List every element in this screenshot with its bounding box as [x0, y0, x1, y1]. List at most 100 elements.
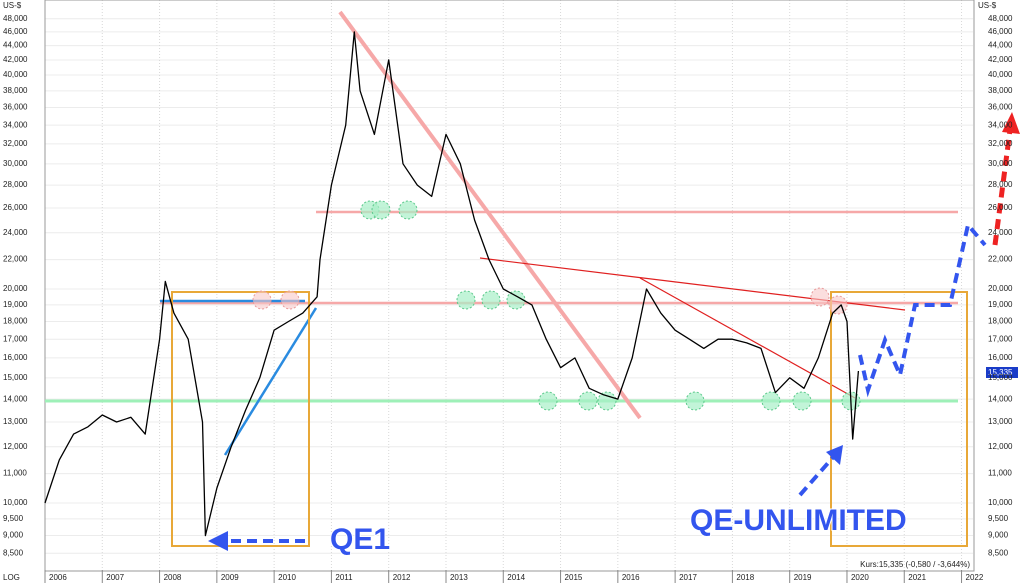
y-tick-label: 16,000	[3, 353, 28, 362]
y-tick-label: 24,000	[3, 228, 28, 237]
y-tick-label: 34,000	[3, 120, 28, 129]
y-tick-label: 38,000	[988, 86, 1013, 95]
y-tick-label: 9,000	[988, 531, 1009, 540]
x-tick-label: 2018	[736, 573, 754, 582]
x-tick-label: 2017	[679, 573, 697, 582]
y-tick-label: 8,500	[988, 548, 1009, 557]
price-tag-label: 15,335	[988, 368, 1013, 377]
marker	[761, 391, 781, 411]
annotation-label: QE-UNLIMITED	[690, 504, 907, 537]
marker	[792, 391, 812, 411]
marker	[810, 287, 830, 307]
y-tick-label: 14,000	[3, 394, 28, 403]
marker	[398, 200, 418, 220]
marker	[597, 391, 617, 411]
y-tick-label: 32,000	[3, 139, 28, 148]
y-tick-label: 19,000	[988, 300, 1013, 309]
x-tick-label: 2016	[622, 573, 640, 582]
highlight-box	[171, 291, 310, 547]
y-tick-label: 17,000	[988, 334, 1013, 343]
plot-frame	[44, 0, 975, 572]
y-tick-label: 44,000	[988, 41, 1013, 50]
y-tick-label: 46,000	[3, 27, 28, 36]
marker	[685, 391, 705, 411]
x-tick-label: 2009	[221, 573, 239, 582]
x-tick-label: 2010	[278, 573, 296, 582]
y-tick-label: 22,000	[3, 255, 28, 264]
y-tick-label: 44,000	[3, 41, 28, 50]
unit-label: US-$	[3, 1, 22, 10]
x-tick-label: 2013	[450, 573, 468, 582]
highlight-box	[830, 291, 968, 547]
y-tick-label: 9,500	[988, 514, 1009, 523]
y-tick-label: 40,000	[3, 70, 28, 79]
y-tick-label: 42,000	[3, 55, 28, 64]
y-tick-label: 20,000	[3, 284, 28, 293]
y-tick-label: 11,000	[3, 469, 27, 478]
y-tick-label: 8,500	[3, 548, 24, 557]
y-tick-label: 40,000	[988, 70, 1013, 79]
y-tick-label: 11,000	[988, 469, 1012, 478]
arrow	[858, 220, 987, 398]
y-tick-label: 34,000	[988, 120, 1013, 129]
blue-line	[223, 307, 318, 456]
marker	[371, 200, 391, 220]
y-tick-label: 28,000	[3, 180, 28, 189]
y-tick-label: 13,000	[3, 417, 28, 426]
y-tick-label: 24,000	[988, 228, 1013, 237]
x-tick-label: 2022	[966, 573, 984, 582]
y-tick-label: 14,000	[988, 394, 1013, 403]
arrow	[992, 129, 1013, 246]
y-tick-label: 16,000	[988, 353, 1013, 362]
y-tick-label: 36,000	[3, 103, 28, 112]
arrowhead	[826, 445, 843, 465]
info-label: Kurs:15,335 (-0,580 / -3,644%)	[860, 560, 970, 569]
y-tick-label: 46,000	[988, 27, 1013, 36]
arrow	[798, 453, 837, 497]
y-tick-label: 18,000	[3, 317, 28, 326]
y-tick-label: 20,000	[988, 284, 1013, 293]
y-tick-label: 36,000	[988, 103, 1013, 112]
y-tick-label: 26,000	[988, 203, 1013, 212]
y-tick-label: 32,000	[988, 139, 1013, 148]
y-tick-label: 19,000	[3, 300, 28, 309]
marker	[506, 290, 526, 310]
marker	[280, 290, 300, 310]
y-tick-label: 9,500	[3, 514, 24, 523]
x-tick-label: 2014	[507, 573, 525, 582]
x-tick-label: 2015	[565, 573, 583, 582]
arrowhead	[208, 531, 228, 551]
price-layer	[44, 31, 860, 537]
y-tick-label: 17,000	[3, 334, 28, 343]
scale-label: LOG	[3, 573, 20, 582]
y-tick-label: 18,000	[988, 317, 1013, 326]
y-tick-label: 22,000	[988, 255, 1013, 264]
y-tick-label: 30,000	[3, 159, 28, 168]
x-tick-label: 2020	[851, 573, 869, 582]
grid	[44, 0, 973, 570]
marker	[538, 391, 558, 411]
y-tick-label: 30,000	[988, 159, 1013, 168]
x-tick-label: 2007	[106, 573, 124, 582]
y-tick-label: 10,000	[3, 498, 28, 507]
y-tick-label: 12,000	[988, 442, 1013, 451]
y-tick-label: 12,000	[3, 442, 28, 451]
x-tick-label: 2011	[335, 573, 353, 582]
x-tick-label: 2008	[164, 573, 182, 582]
price-tag	[986, 367, 1018, 378]
y-tick-label: 13,000	[988, 417, 1013, 426]
marker	[252, 290, 272, 310]
unit-label: US-$	[978, 1, 997, 10]
marker	[456, 290, 476, 310]
trend-line	[639, 277, 856, 399]
x-tick-label: 2012	[393, 573, 411, 582]
y-tick-label: 15,000	[3, 373, 28, 382]
y-tick-label: 26,000	[3, 203, 28, 212]
y-tick-label: 9,000	[3, 531, 24, 540]
y-tick-label: 15,000	[988, 373, 1013, 382]
x-tick-label: 2021	[908, 573, 926, 582]
y-tick-label: 10,000	[988, 498, 1013, 507]
x-tick-label: 2019	[794, 573, 812, 582]
marker	[578, 391, 598, 411]
